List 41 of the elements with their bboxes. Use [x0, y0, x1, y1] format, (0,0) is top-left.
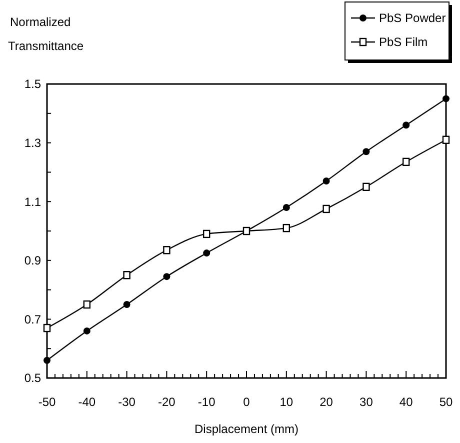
point — [362, 148, 370, 156]
x-tick-label: -40 — [78, 395, 96, 409]
point — [163, 246, 170, 254]
point — [123, 271, 130, 280]
point — [402, 158, 410, 166]
x-tick-label: -30 — [118, 395, 136, 409]
y-axis-title: Normalized Transmittance — [8, 15, 84, 53]
point — [83, 327, 90, 334]
x-tick-label: -10 — [198, 395, 216, 409]
point — [442, 136, 450, 144]
point — [402, 122, 410, 129]
point — [362, 182, 370, 191]
point — [322, 178, 330, 185]
point — [203, 250, 210, 257]
x-tick-label: 20 — [320, 395, 334, 409]
y-tick-label: 1.3 — [24, 136, 42, 150]
y-tick-label: 1.5 — [24, 77, 42, 92]
x-tick-label: 0 — [243, 395, 250, 409]
point — [203, 230, 210, 238]
x-tick-label: 40 — [399, 395, 414, 409]
y-tick-label: 0.9 — [24, 254, 42, 268]
y-tick-label: 0.5 — [24, 371, 42, 386]
x-tick-label: 50 — [439, 395, 453, 409]
x-tick-label: -20 — [158, 395, 176, 409]
point — [322, 204, 330, 214]
point — [83, 300, 90, 309]
point — [123, 301, 130, 308]
y-tick-label: 1.1 — [24, 194, 42, 209]
point — [44, 356, 50, 364]
y-tick-label: 0.7 — [24, 312, 42, 326]
x-tick-label: 30 — [360, 395, 374, 409]
point — [163, 273, 170, 280]
x-tick-label: 10 — [280, 395, 294, 409]
point — [282, 204, 290, 211]
x-tick-label: -50 — [38, 395, 56, 409]
point — [43, 324, 51, 332]
x-axis-title: Displacement (mm) — [194, 422, 299, 436]
legend-label: PbS Film — [379, 35, 428, 50]
legend-label: PbS Powder — [379, 11, 446, 26]
point — [442, 95, 450, 102]
point — [282, 224, 290, 232]
